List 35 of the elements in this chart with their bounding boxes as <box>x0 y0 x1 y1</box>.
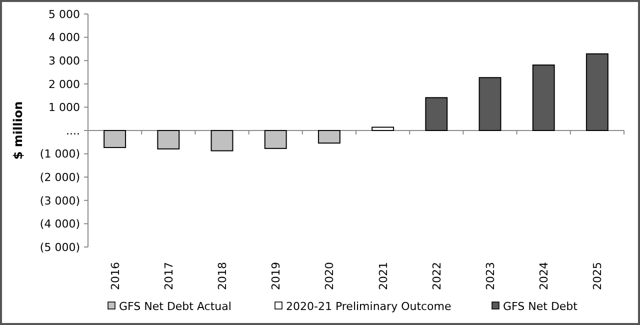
y-axis-title: $ million <box>11 101 25 160</box>
y-tick-label: (3 000) <box>40 194 80 208</box>
x-tick-label: 2020 <box>323 262 336 290</box>
bar <box>318 130 340 144</box>
bar <box>586 53 608 131</box>
y-tick-label: (5 000) <box>40 240 80 254</box>
bar <box>425 97 448 131</box>
y-tick-label: .... <box>66 124 80 138</box>
legend-label: GFS Net Debt <box>503 300 578 313</box>
y-tick-label: 3 000 <box>48 54 80 68</box>
y-tick-label: 2 000 <box>48 78 80 91</box>
bar <box>532 64 555 131</box>
bar <box>157 130 180 150</box>
x-tick-label: 2016 <box>108 262 122 290</box>
legend-label: GFS Net Debt Actual <box>119 300 232 313</box>
x-tick-label: 2019 <box>270 262 283 290</box>
y-tick-label: 1 000 <box>48 101 80 114</box>
y-tick-label: 4 000 <box>48 31 80 44</box>
bar <box>264 130 287 149</box>
bar <box>210 130 234 152</box>
bar <box>478 77 502 131</box>
y-tick-label: (1 000) <box>40 148 80 161</box>
x-tick-label: 2018 <box>216 262 229 290</box>
legend-label: 2020-21 Preliminary Outcome <box>286 300 452 313</box>
y-tick-label: (4 000) <box>40 218 80 231</box>
bar <box>372 126 394 131</box>
x-tick-label: 2021 <box>376 262 390 290</box>
x-tick-label: 2023 <box>484 262 497 290</box>
x-tick-label: 2022 <box>430 262 444 290</box>
x-tick-label: 2025 <box>591 262 604 290</box>
x-tick-label: 2024 <box>538 262 551 290</box>
y-tick-label: (2 000) <box>40 170 80 184</box>
y-tick-label: 5 000 <box>48 8 80 21</box>
bar <box>104 130 126 148</box>
x-tick-label: 2017 <box>162 262 176 290</box>
